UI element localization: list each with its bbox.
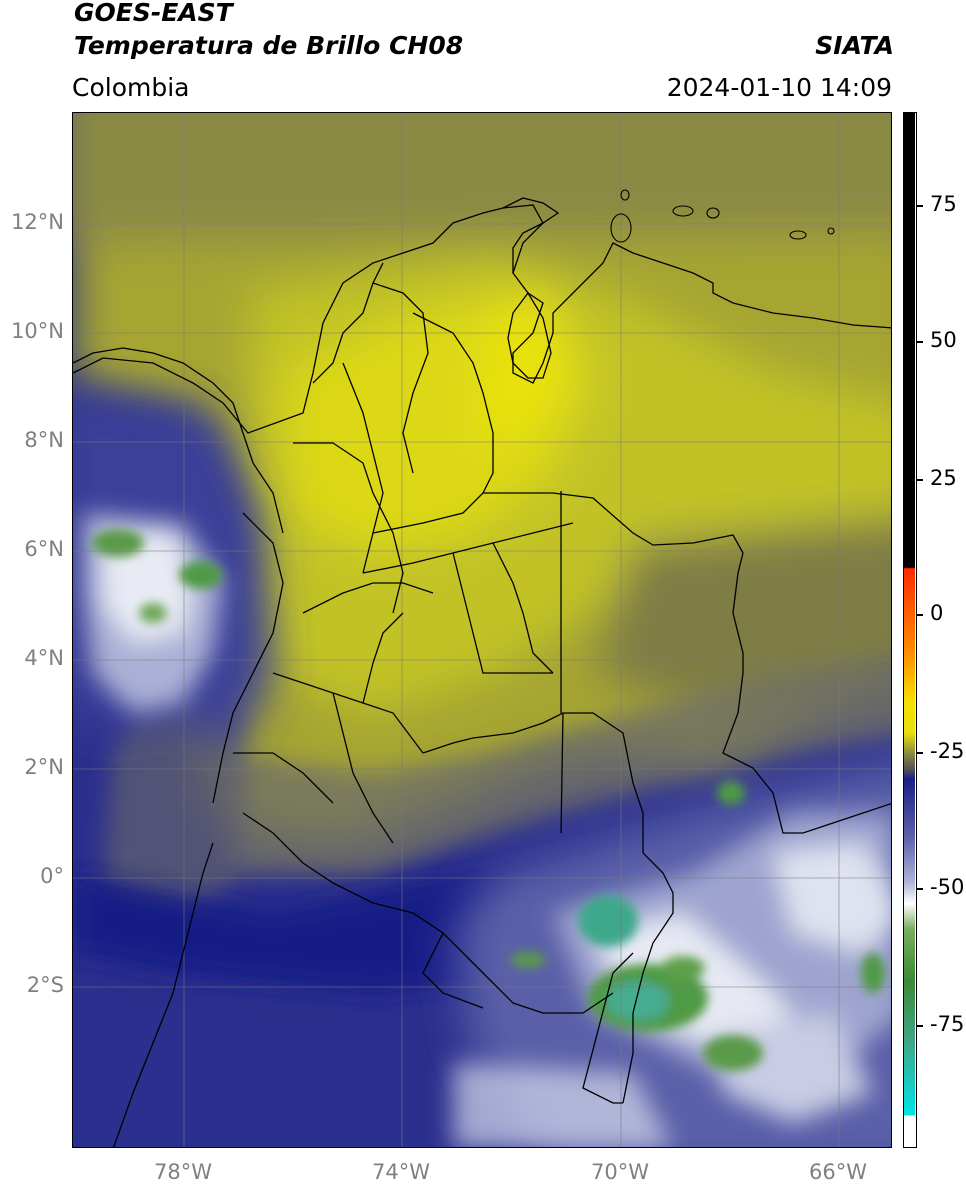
header-region: Colombia	[72, 73, 190, 102]
caribbean-islands	[610, 189, 835, 243]
lon-label: 74°W	[372, 1160, 430, 1184]
map-canvas	[73, 113, 891, 1147]
colorbar-tick-label: -25	[930, 739, 965, 763]
colorbar-tick-label: -50	[930, 875, 965, 899]
country-borders	[73, 197, 891, 1147]
header-datetime: 2024-01-10 14:09	[666, 73, 892, 102]
header-satellite: GOES-EAST	[74, 0, 233, 27]
lon-label: 70°W	[591, 1160, 649, 1184]
colorbar-tick-label: 0	[930, 601, 944, 625]
warm-region	[73, 113, 891, 843]
satellite-map[interactable]	[72, 112, 892, 1148]
colorbar-tick-label: 50	[930, 328, 957, 352]
header-product: Temperatura de Brillo CH08	[74, 31, 464, 60]
colorbar-tick-label: 25	[930, 466, 957, 490]
colorbar-tick-mark	[917, 752, 923, 754]
colorbar-tick-label: -75	[930, 1012, 965, 1036]
lat-label: 0°	[40, 864, 64, 888]
header-agency: SIATA	[815, 31, 894, 60]
west-green-cores	[92, 529, 223, 623]
lat-label: 2°S	[26, 973, 64, 997]
colorbar-tick-mark	[917, 205, 923, 207]
southeast-green-cores	[510, 781, 885, 1071]
colorbar-gradient	[904, 113, 915, 1146]
colorbar	[903, 112, 917, 1148]
colorbar-tick-mark	[917, 1025, 923, 1027]
colorbar-tick-mark	[917, 614, 923, 616]
colorbar-tick-mark	[917, 341, 923, 343]
transition-band	[103, 658, 891, 933]
graticule	[73, 113, 891, 1147]
colorbar-tick-mark	[917, 888, 923, 890]
colorbar-tick-label: 75	[930, 192, 957, 216]
lat-label: 2°N	[24, 755, 64, 779]
lat-label: 6°N	[24, 537, 64, 561]
colorbar-tick-mark	[917, 479, 923, 481]
lat-label: 12°N	[11, 210, 64, 234]
lat-label: 4°N	[24, 646, 64, 670]
lon-label: 78°W	[154, 1160, 212, 1184]
lat-label: 10°N	[11, 319, 64, 343]
lat-label: 8°N	[24, 428, 64, 452]
lon-label: 66°W	[809, 1160, 867, 1184]
